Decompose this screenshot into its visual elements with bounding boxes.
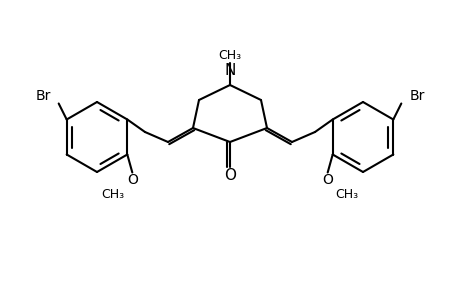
Text: Br: Br — [35, 88, 50, 103]
Text: CH₃: CH₃ — [101, 188, 124, 201]
Text: O: O — [322, 173, 332, 188]
Text: O: O — [224, 169, 235, 184]
Text: O: O — [127, 173, 137, 188]
Text: CH₃: CH₃ — [335, 188, 358, 201]
Text: CH₃: CH₃ — [218, 49, 241, 62]
Text: Br: Br — [409, 88, 424, 103]
Text: N: N — [224, 63, 235, 78]
